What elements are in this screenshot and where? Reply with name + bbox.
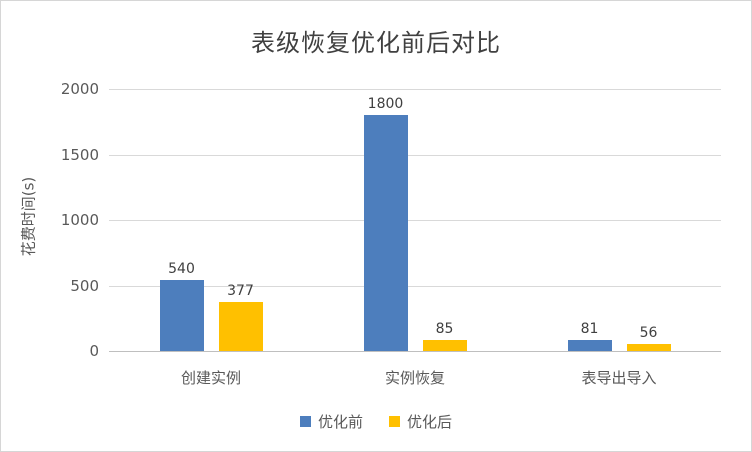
legend-label: 优化前	[317, 413, 363, 431]
y-tick-label: 500	[70, 276, 99, 295]
legend-item: 优化前	[299, 411, 363, 432]
chart-title: 表级恢复优化前后对比	[251, 29, 501, 57]
gridline	[109, 351, 721, 352]
gridline	[109, 154, 721, 156]
bar-column: 1800	[363, 96, 408, 351]
x-tick-label: 表导出导入	[581, 369, 657, 387]
y-axis-title: 花费时间(s)	[19, 176, 38, 257]
y-tick-label: 1500	[60, 145, 99, 164]
bar-value-label: 540	[168, 261, 195, 278]
bar-column: 85	[422, 320, 467, 351]
bar-优化前	[159, 280, 204, 351]
legend: 优化前 优化后	[1, 411, 751, 432]
gridline	[109, 220, 721, 221]
bar-value-label: 377	[227, 282, 254, 299]
bar-value-label: 85	[435, 320, 454, 337]
bar-优化后	[218, 301, 263, 351]
bar-column: 377	[218, 282, 263, 351]
bar-group: 1800 85	[313, 89, 517, 351]
bar-value-label: 81	[580, 321, 599, 338]
y-axis-tick-labels: 0 500 1000 1500 2000	[49, 80, 99, 360]
bar-优化后	[626, 343, 671, 351]
x-tick-label: 实例恢复	[384, 369, 445, 387]
gridline	[109, 285, 721, 287]
bar-groups: 540 377 1800 85 81 56	[109, 89, 721, 351]
bar-优化后	[422, 339, 467, 351]
x-tick-label: 创建实例	[180, 369, 241, 387]
bar-group: 540 377	[109, 89, 313, 351]
legend-swatch-icon	[389, 416, 400, 427]
y-tick-label: 1000	[60, 211, 99, 229]
bar-优化前	[363, 115, 408, 351]
legend-label: 优化后	[407, 413, 453, 431]
legend-swatch-icon	[299, 416, 311, 427]
plot-area: 540 377 1800 85 81 56	[109, 89, 721, 352]
bar-value-label: 56	[639, 324, 658, 341]
bar-column: 81	[567, 321, 612, 351]
x-axis-tick-labels: 创建实例 实例恢复 表导出导入	[109, 367, 721, 388]
bar-group: 81 56	[517, 89, 721, 351]
y-tick-label: 2000	[60, 80, 99, 98]
gridline	[109, 89, 721, 90]
bar-value-label: 1800	[367, 96, 404, 113]
y-tick-label: 0	[89, 342, 99, 360]
bar-优化前	[567, 340, 612, 351]
bar-column: 56	[626, 324, 671, 351]
bar-column: 540	[159, 261, 204, 351]
legend-item: 优化后	[389, 411, 452, 432]
